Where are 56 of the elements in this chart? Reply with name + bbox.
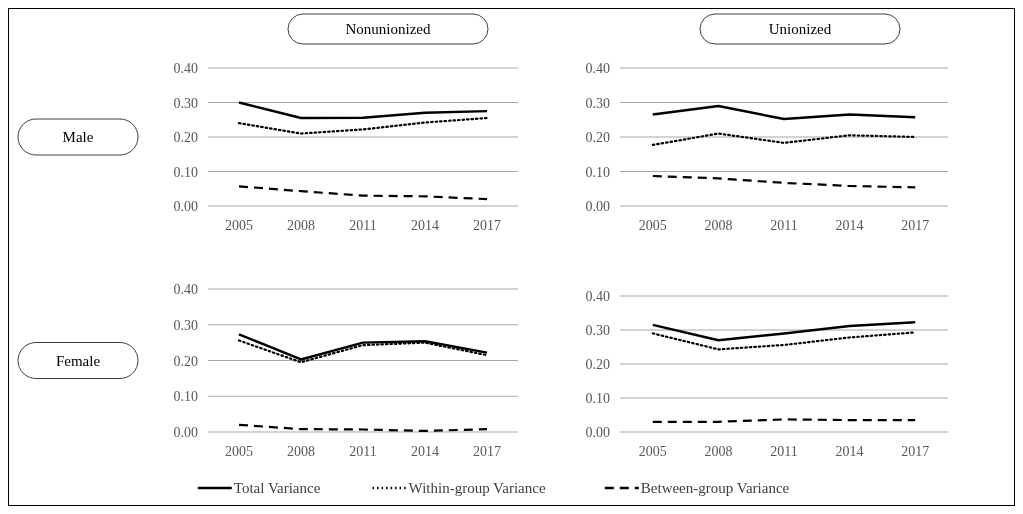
y-tick-label: 0.40 <box>173 282 198 297</box>
x-tick-label: 2014 <box>835 444 864 459</box>
y-tick-label: 0.00 <box>173 425 198 440</box>
line-series <box>651 132 917 147</box>
y-tick-label: 0.20 <box>173 353 198 369</box>
x-tick-label: 2011 <box>770 444 798 459</box>
x-tick-label: 2011 <box>349 218 377 233</box>
chart-title: Nonunionized <box>345 21 431 37</box>
x-tick-label: 2014 <box>411 218 439 233</box>
x-tick-label: 2014 <box>411 444 439 459</box>
x-tick-label: 2017 <box>473 218 501 233</box>
line-series <box>651 331 917 351</box>
x-tick-label: 2008 <box>704 444 733 459</box>
x-tick-label: 2005 <box>638 218 667 233</box>
line-series <box>237 116 489 135</box>
line-series <box>651 174 917 189</box>
x-tick-label: 2008 <box>704 218 733 233</box>
line-series <box>237 101 489 120</box>
line-series <box>651 320 917 342</box>
line-series <box>237 423 489 433</box>
x-tick-label: 2005 <box>225 444 253 459</box>
y-tick-label: 0.40 <box>173 61 198 76</box>
y-tick-label: 0.10 <box>585 164 610 180</box>
chart-title: Unionized <box>768 21 832 37</box>
x-tick-label: 2005 <box>638 444 667 459</box>
x-tick-label: 2011 <box>770 218 798 233</box>
y-tick-label: 0.10 <box>585 391 610 406</box>
x-tick-label: 2011 <box>349 444 377 459</box>
y-tick-label: 0.30 <box>173 95 198 111</box>
x-tick-label: 2017 <box>473 444 501 459</box>
y-tick-label: 0.00 <box>173 199 198 214</box>
y-axis-title: Male <box>62 129 94 145</box>
x-tick-label: 2008 <box>287 218 315 233</box>
y-axis-title: Female <box>55 352 101 369</box>
line-series <box>237 185 489 201</box>
x-tick-label: 2017 <box>901 218 930 233</box>
y-tick-label: 0.30 <box>585 95 610 111</box>
y-tick-label: 0.40 <box>585 61 610 76</box>
y-tick-label: 0.10 <box>173 389 198 405</box>
y-tick-label: 0.20 <box>585 130 610 145</box>
y-tick-label: 0.10 <box>173 164 198 180</box>
x-tick-label: 2005 <box>225 218 253 233</box>
y-tick-label: 0.30 <box>173 317 198 333</box>
line-series <box>651 104 917 121</box>
legend-label: Between-group Variance <box>640 480 790 496</box>
y-tick-label: 0.00 <box>585 425 610 440</box>
x-tick-label: 2014 <box>835 218 864 233</box>
y-tick-label: 0.20 <box>585 357 610 372</box>
y-tick-label: 0.00 <box>585 199 610 214</box>
legend-label: Total Variance <box>233 480 321 496</box>
legend-label: Within-group Variance <box>408 480 546 496</box>
x-tick-label: 2008 <box>287 444 315 459</box>
y-tick-label: 0.30 <box>585 323 610 338</box>
y-tick-label: 0.40 <box>585 289 610 304</box>
x-tick-label: 2017 <box>901 444 930 459</box>
y-tick-label: 0.20 <box>173 130 198 145</box>
